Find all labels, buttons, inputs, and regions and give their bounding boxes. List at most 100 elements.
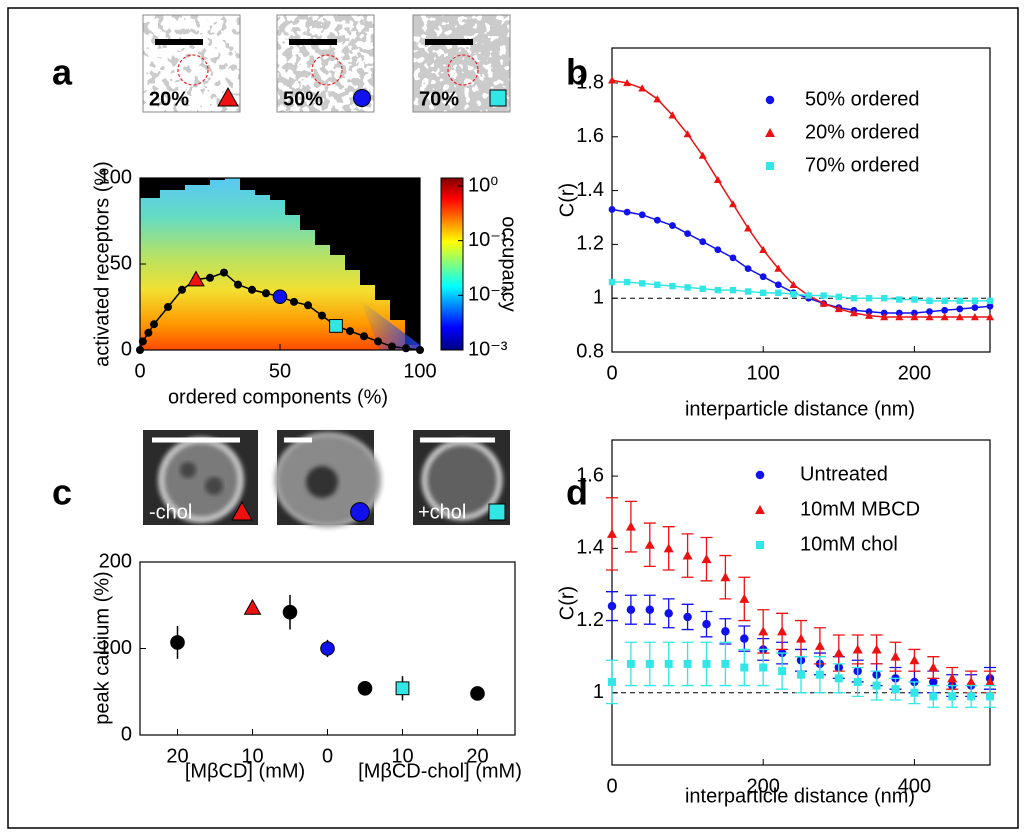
y-tick-label: 200 — [99, 550, 132, 572]
point — [728, 200, 737, 208]
point — [623, 208, 631, 216]
point — [815, 670, 824, 679]
image-label: 70% — [419, 88, 459, 110]
point — [374, 337, 382, 346]
image-marker — [231, 500, 253, 521]
point — [774, 281, 782, 289]
y-tick-label: 1.6 — [576, 464, 604, 486]
point — [136, 346, 144, 354]
point — [150, 320, 158, 329]
frame — [7, 7, 1019, 829]
image-label: 50% — [283, 88, 323, 110]
point — [890, 651, 901, 661]
axis-label: [MβCD] (mM) — [185, 760, 305, 782]
point — [985, 676, 995, 686]
point — [971, 304, 979, 312]
point — [758, 626, 769, 636]
point — [865, 311, 874, 319]
point — [911, 296, 918, 303]
point — [849, 308, 858, 317]
legend-marker — [765, 95, 775, 105]
point — [638, 211, 646, 219]
y-tick-label: 1.4 — [576, 537, 604, 559]
point — [850, 294, 858, 302]
x-tick-label: 200 — [747, 775, 780, 797]
point — [144, 328, 153, 337]
point — [740, 634, 749, 643]
point — [729, 254, 737, 262]
y-tick-label: 0.8 — [576, 340, 604, 362]
point — [329, 319, 343, 333]
point — [956, 305, 964, 313]
point — [683, 130, 692, 138]
point — [759, 245, 768, 253]
point — [653, 95, 662, 103]
axis-label: C(r) — [556, 183, 578, 217]
x-tick-label: 20 — [166, 745, 188, 767]
point — [796, 633, 806, 643]
y-tick-label: 1.2 — [576, 609, 604, 631]
point — [698, 151, 707, 159]
x-tick-label: 100 — [747, 362, 780, 384]
legend-label: Untreated — [800, 463, 888, 485]
image-marker — [353, 89, 371, 107]
y-tick-label: 0 — [121, 723, 132, 745]
point — [929, 677, 938, 687]
point — [682, 550, 693, 560]
line — [611, 79, 990, 318]
point — [955, 313, 964, 321]
point — [834, 674, 843, 683]
point — [895, 313, 904, 321]
point — [623, 278, 631, 286]
point — [623, 78, 632, 87]
point — [243, 598, 262, 615]
point — [654, 281, 661, 288]
point — [668, 111, 677, 119]
image-border — [142, 14, 241, 113]
y-tick-label: 100 — [99, 637, 132, 659]
point — [720, 572, 731, 582]
point — [272, 289, 288, 304]
point — [669, 222, 676, 229]
colorbar — [440, 177, 464, 351]
point — [721, 627, 730, 636]
point — [896, 296, 903, 303]
point — [891, 685, 900, 694]
legend-marker — [766, 162, 774, 170]
image-marker — [489, 89, 507, 107]
point — [925, 313, 934, 321]
image-label: -chol — [149, 501, 192, 523]
point — [834, 304, 843, 313]
panel-label: c — [52, 472, 72, 513]
x-tick-label: 0 — [606, 775, 617, 797]
y-tick-label: 1.8 — [576, 71, 604, 93]
point — [739, 593, 750, 603]
y-tick-label: 1.4 — [576, 179, 604, 201]
point — [759, 273, 767, 281]
point — [948, 692, 957, 701]
point — [956, 297, 963, 305]
point — [926, 297, 933, 305]
point — [170, 635, 185, 650]
point — [644, 539, 655, 549]
y-tick-label: 1 — [593, 681, 604, 703]
y-tick-label: 1.2 — [576, 233, 604, 255]
point — [790, 290, 797, 298]
axis-label: [MβCD-chol] (mM) — [358, 760, 522, 782]
point — [941, 306, 949, 314]
point — [986, 692, 994, 701]
point — [304, 301, 312, 310]
point — [789, 280, 798, 288]
legend-label: 20% ordered — [805, 121, 920, 143]
point — [608, 677, 616, 686]
point — [684, 230, 691, 238]
point — [759, 663, 768, 672]
point — [416, 346, 424, 354]
point — [910, 313, 919, 321]
point — [346, 327, 354, 336]
point — [970, 313, 979, 321]
point — [608, 278, 616, 286]
point — [713, 175, 722, 184]
image-marker — [488, 503, 506, 521]
colorbar-tick-label: 10⁰ — [468, 174, 498, 196]
